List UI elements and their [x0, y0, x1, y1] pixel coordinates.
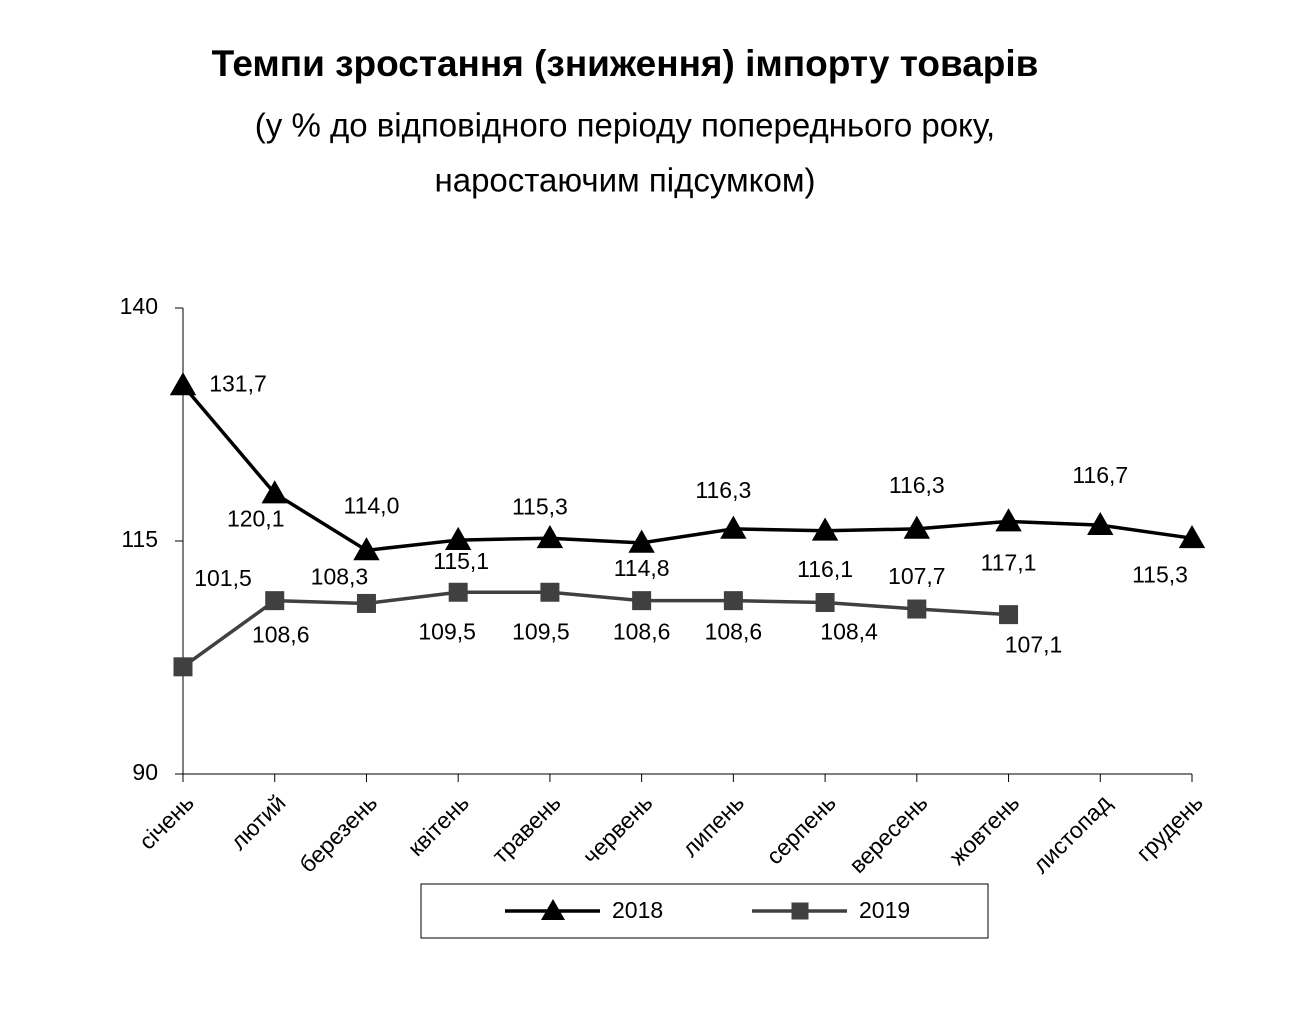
data-label: 107,7 — [888, 563, 946, 589]
data-label: 109,5 — [418, 618, 476, 644]
chart-subtitle: наростаючим підсумком) — [435, 162, 816, 199]
x-tick-label: травень — [487, 789, 566, 868]
data-label: 131,7 — [209, 370, 267, 396]
data-point — [353, 537, 380, 561]
data-label: 108,6 — [252, 622, 310, 648]
series-line — [181, 384, 1193, 553]
data-point — [995, 508, 1022, 532]
data-point — [356, 593, 376, 613]
legend-marker — [541, 899, 565, 920]
x-tick-label: грудень — [1131, 789, 1208, 866]
data-point — [1087, 511, 1114, 536]
data-label: 108,6 — [705, 619, 763, 645]
data-point — [903, 515, 931, 539]
data-label: 114,8 — [614, 555, 670, 581]
data-label: 114,0 — [344, 492, 400, 518]
data-point — [632, 591, 652, 611]
data-label: 107,1 — [1005, 632, 1063, 658]
data-point — [628, 529, 655, 553]
data-point — [261, 480, 288, 504]
legend-label: 2018 — [612, 897, 663, 923]
legend-marker — [791, 902, 809, 920]
x-tick-label: лютий — [225, 789, 290, 854]
y-tick-label: 115 — [121, 526, 158, 552]
data-point — [169, 372, 197, 396]
data-label: 115,3 — [512, 493, 568, 519]
data-point — [999, 605, 1019, 625]
data-label: 108,6 — [613, 619, 671, 645]
data-point — [540, 582, 560, 602]
data-label: 116,1 — [797, 556, 853, 582]
legend-label: 2019 — [859, 897, 910, 923]
data-point — [720, 515, 747, 539]
data-label: 115,1 — [433, 548, 489, 574]
x-tick-label: березень — [294, 789, 382, 877]
data-label: 108,3 — [311, 564, 369, 590]
data-label: 109,5 — [512, 618, 570, 644]
data-point — [448, 582, 468, 602]
y-tick-label: 140 — [120, 293, 158, 319]
x-tick-label: січень — [134, 789, 199, 854]
data-label: 108,4 — [820, 619, 878, 645]
data-label: 116,3 — [889, 472, 945, 498]
data-label: 116,3 — [695, 477, 751, 503]
data-point — [1178, 525, 1206, 549]
chart-title: Темпи зростання (зниження) імпорту товар… — [212, 43, 1039, 84]
data-label: 101,5 — [194, 565, 252, 591]
x-tick-label: липень — [677, 789, 749, 861]
data-point — [907, 599, 927, 619]
x-tick-label: червень — [578, 789, 658, 869]
data-label: 116,7 — [1072, 462, 1128, 488]
data-point — [265, 591, 285, 611]
legend-box — [420, 883, 989, 939]
data-point — [173, 657, 193, 677]
x-tick-label: квітень — [402, 789, 474, 861]
data-point — [444, 526, 472, 550]
data-point — [723, 591, 743, 611]
data-label: 115,3 — [1132, 561, 1188, 587]
x-tick-label: серпень — [761, 789, 841, 869]
data-point — [811, 517, 839, 541]
chart-subtitle: (у % до відповідного періоду попередньог… — [255, 107, 995, 144]
data-point — [536, 525, 564, 549]
data-label: 120,1 — [227, 506, 285, 532]
data-label: 117,1 — [981, 550, 1037, 576]
x-tick-label: вересень — [844, 789, 933, 878]
series-line — [181, 590, 1009, 669]
data-point — [815, 593, 835, 613]
x-tick-label: жовтень — [944, 789, 1024, 869]
x-tick-label: листопад — [1027, 789, 1116, 878]
y-tick-label: 90 — [132, 759, 158, 785]
